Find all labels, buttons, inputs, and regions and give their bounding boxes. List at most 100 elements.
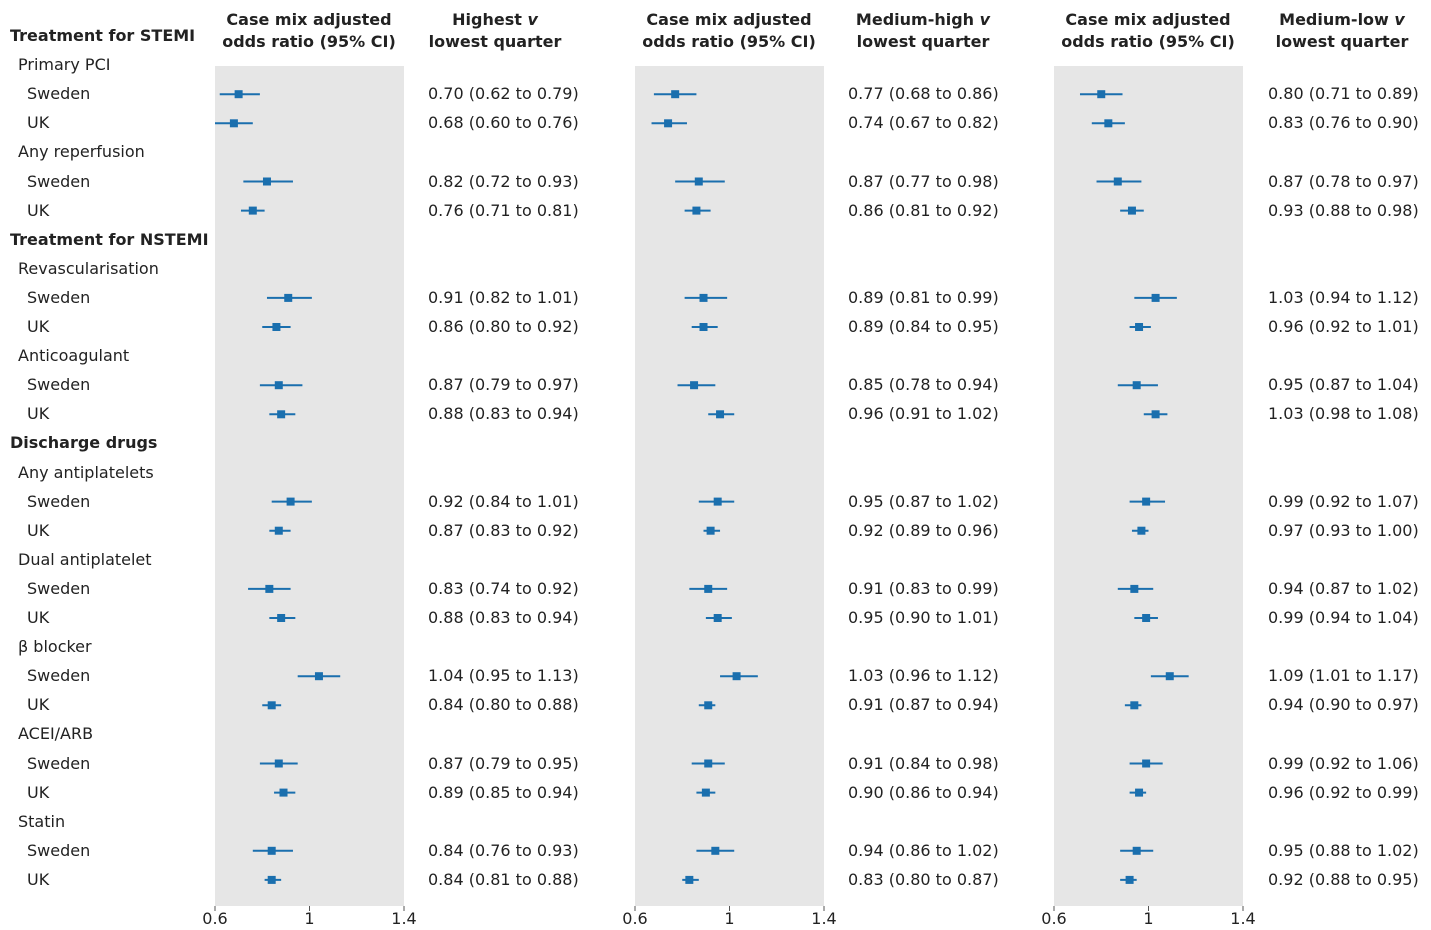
ci-text: 0.80 (0.71 to 0.89) — [1268, 84, 1419, 104]
ci-text: 0.84 (0.81 to 0.88) — [428, 869, 579, 889]
point-estimate — [716, 410, 725, 419]
ci-text: 0.87 (0.77 to 0.98) — [848, 171, 999, 191]
axis-tick-label: 1.4 — [1230, 909, 1256, 928]
point-estimate — [279, 788, 288, 797]
point-estimate — [711, 846, 720, 855]
point-estimate — [1137, 526, 1146, 535]
ci-text: 0.89 (0.84 to 0.95) — [848, 317, 999, 336]
point-estimate — [706, 526, 715, 535]
ci-text: 1.03 (0.94 to 1.12) — [1268, 287, 1419, 307]
point-estimate — [1130, 584, 1139, 593]
ci-text: 0.93 (0.88 to 0.98) — [1268, 200, 1419, 220]
ci-text: 0.91 (0.87 to 0.94) — [848, 695, 999, 715]
axis-tick-label: 0.6 — [202, 909, 228, 928]
point-estimate — [692, 206, 701, 215]
comparison-header-v: v — [979, 10, 991, 29]
section-label: Treatment for STEMI — [10, 26, 196, 45]
group-label: Anticoagulant — [18, 346, 130, 366]
ci-text: 0.83 (0.74 to 0.92) — [428, 578, 579, 598]
comparison-header-v: v — [1394, 10, 1405, 29]
plot-panel-2 — [635, 66, 824, 906]
point-estimate — [1097, 90, 1106, 99]
group-label: Any antiplatelets — [18, 462, 154, 482]
point-estimate — [704, 584, 713, 593]
axis-tick-label: 1.4 — [811, 909, 837, 928]
ci-text: 0.87 (0.79 to 0.95) — [428, 753, 579, 773]
country-label: UK — [27, 695, 50, 715]
point-estimate — [1104, 119, 1113, 128]
axis-tick-label: 1 — [1143, 909, 1154, 928]
country-label: Sweden — [27, 840, 91, 860]
country-label: Sweden — [27, 171, 91, 191]
country-label: Sweden — [27, 287, 91, 307]
point-estimate — [262, 177, 271, 186]
point-estimate — [284, 293, 293, 302]
point-estimate — [1113, 177, 1122, 186]
country-label: UK — [27, 200, 50, 220]
axis-tick-label: 1 — [304, 909, 315, 928]
country-label: Sweden — [27, 375, 91, 395]
ci-text: 0.90 (0.86 to 0.94) — [848, 782, 999, 802]
ci-text: 1.03 (0.96 to 1.12) — [848, 666, 999, 686]
group-label: Primary PCI — [18, 55, 111, 75]
point-estimate — [229, 119, 238, 128]
point-estimate — [265, 584, 274, 593]
ci-text: 0.89 (0.81 to 0.99) — [848, 287, 999, 307]
ci-text: 0.74 (0.67 to 0.82) — [848, 113, 999, 133]
group-label: Statin — [18, 811, 66, 831]
ci-text: 0.96 (0.91 to 1.02) — [848, 404, 999, 424]
point-estimate — [267, 701, 276, 710]
point-estimate — [671, 90, 680, 99]
plot-header-1: Case mix adjusted odds ratio (95% CI) — [222, 10, 396, 51]
ci-text: 0.94 (0.86 to 1.02) — [848, 840, 999, 860]
ci-text: 0.86 (0.80 to 0.92) — [428, 317, 579, 336]
comparison-header-post: lowest quarter — [1275, 32, 1409, 51]
ci-text: 0.92 (0.89 to 0.96) — [848, 520, 999, 540]
group-label: β blocker — [18, 637, 92, 657]
ci-text: 0.99 (0.92 to 1.06) — [1268, 753, 1419, 773]
point-estimate — [1142, 614, 1151, 622]
point-estimate — [277, 410, 286, 419]
ci-text: 0.95 (0.87 to 1.04) — [1268, 375, 1419, 395]
ci-text: 0.70 (0.62 to 0.79) — [428, 84, 579, 104]
ci-text: 0.96 (0.92 to 1.01) — [1268, 317, 1419, 336]
point-estimate — [732, 672, 741, 681]
ci-text: 0.77 (0.68 to 0.86) — [848, 84, 999, 104]
comparison-header-1: Highest v lowest quarter — [395, 9, 595, 53]
ci-text: 0.99 (0.92 to 1.07) — [1268, 491, 1419, 511]
plot-panel-1 — [215, 66, 404, 906]
ci-text: 0.83 (0.80 to 0.87) — [848, 869, 999, 889]
ci-text: 0.85 (0.78 to 0.94) — [848, 375, 999, 395]
point-estimate — [1125, 875, 1134, 884]
country-label: UK — [27, 608, 50, 627]
country-label: UK — [27, 869, 50, 889]
country-label: Sweden — [27, 84, 91, 104]
point-estimate — [699, 323, 708, 331]
ci-text: 0.91 (0.82 to 1.01) — [428, 287, 579, 307]
comparison-header-pre: Highest — [452, 10, 528, 29]
ci-text: 0.84 (0.76 to 0.93) — [428, 840, 579, 860]
point-estimate — [685, 875, 694, 884]
country-label: UK — [27, 782, 50, 802]
point-estimate — [690, 381, 699, 390]
comparison-header-3: Medium-low v lowest quarter — [1242, 9, 1431, 53]
point-estimate — [1127, 206, 1136, 215]
ci-text: 0.87 (0.79 to 0.97) — [428, 375, 579, 395]
point-estimate — [274, 381, 283, 390]
point-estimate — [1165, 672, 1174, 681]
point-estimate — [701, 788, 710, 797]
point-estimate — [1142, 759, 1151, 768]
ci-text: 0.97 (0.93 to 1.00) — [1268, 520, 1419, 540]
ci-text: 0.83 (0.76 to 0.90) — [1268, 113, 1419, 133]
country-label: Sweden — [27, 578, 91, 598]
point-estimate — [234, 90, 243, 99]
country-label: UK — [27, 317, 50, 336]
comparison-header-pre: Medium-low — [1279, 10, 1395, 29]
point-estimate — [1135, 788, 1144, 797]
point-estimate — [704, 701, 713, 710]
point-estimate — [699, 293, 708, 302]
country-label: Sweden — [27, 753, 91, 773]
country-label: UK — [27, 113, 50, 133]
country-label: Sweden — [27, 491, 91, 511]
